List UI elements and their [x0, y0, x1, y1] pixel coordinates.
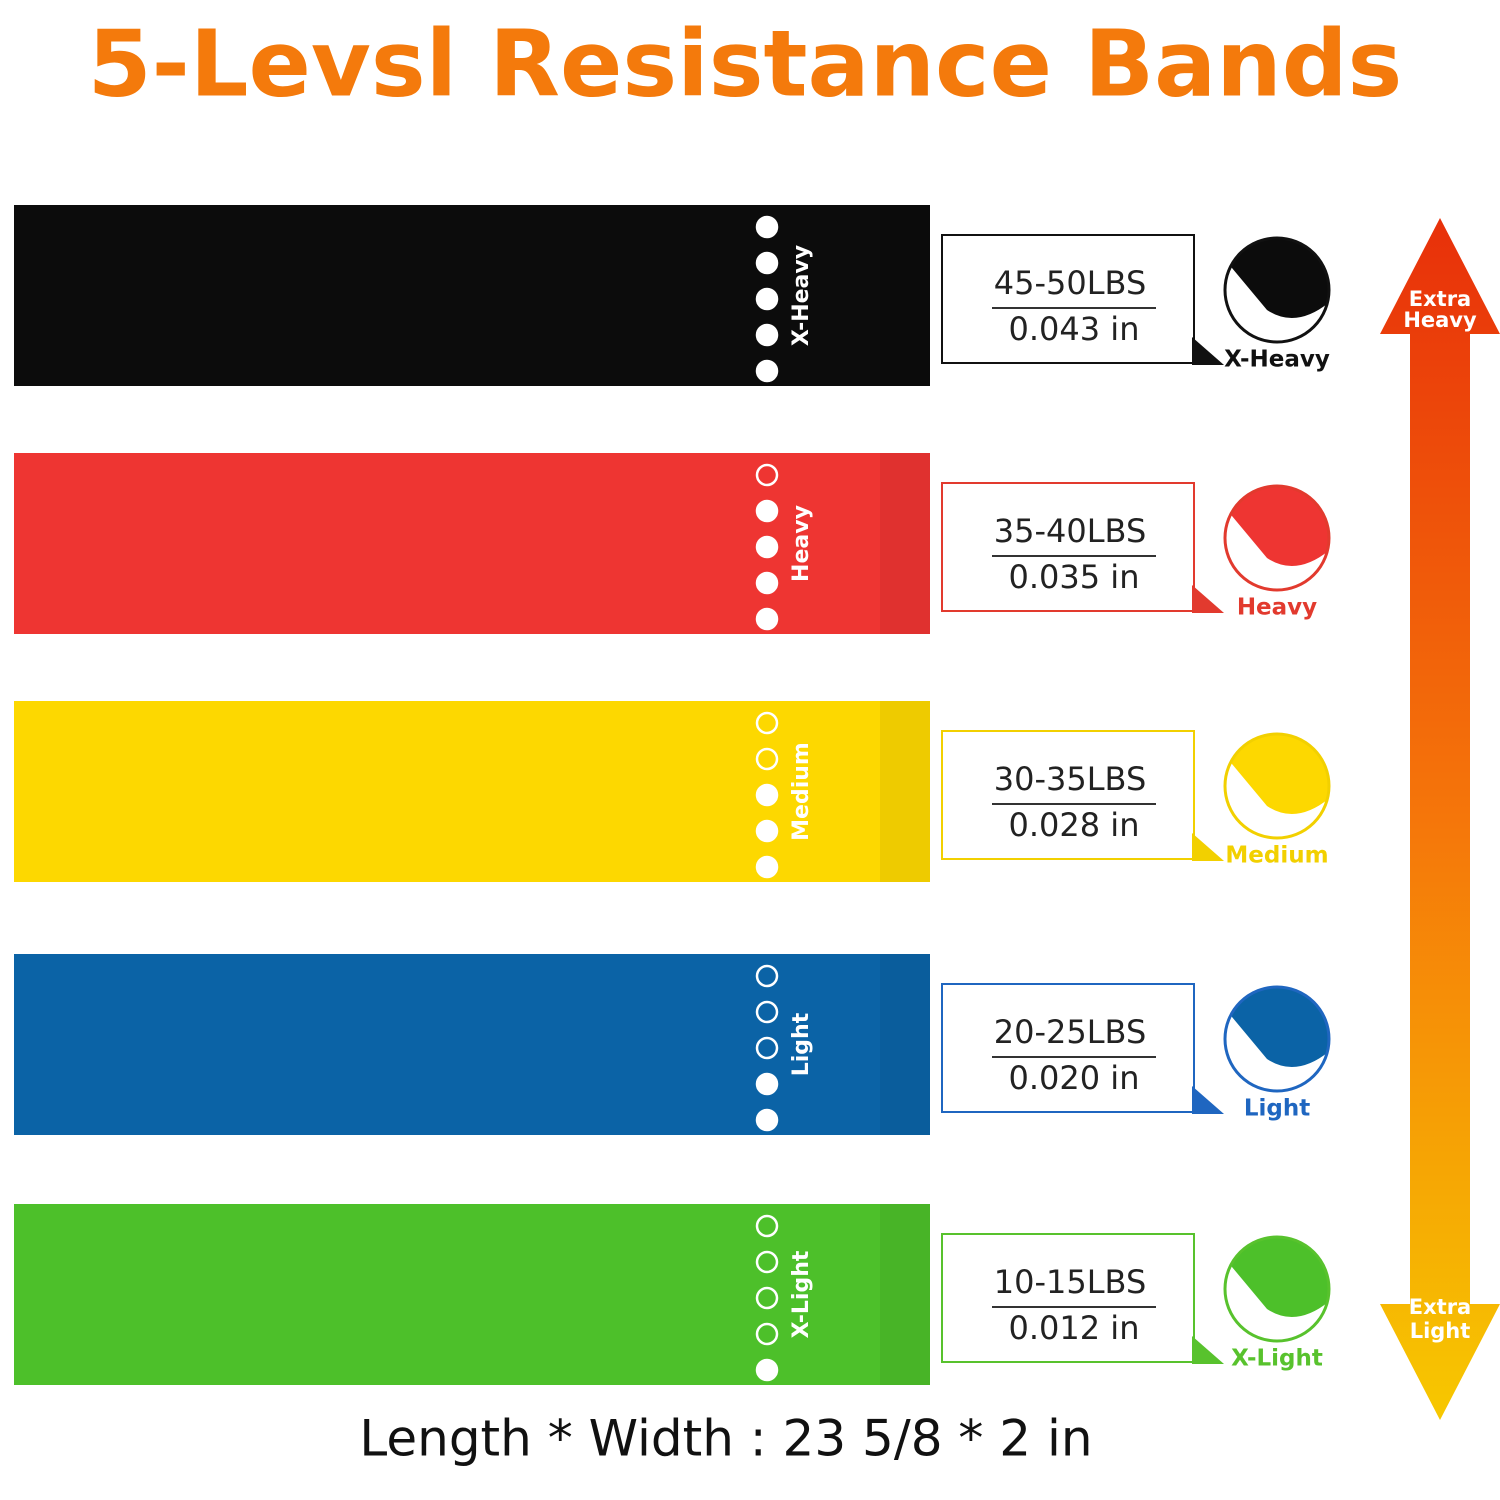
band-shade	[880, 954, 930, 1135]
level-dot	[755, 1036, 779, 1060]
info-box	[941, 234, 1195, 364]
tag-label: Light	[1244, 1096, 1310, 1122]
box-corner	[1192, 585, 1224, 613]
info-box	[941, 983, 1195, 1113]
level-dot	[755, 215, 779, 239]
arrow-top-label: Extra Heavy	[1403, 287, 1477, 332]
band-label: Heavy	[789, 505, 814, 582]
band-shade	[880, 453, 930, 634]
level-dot	[755, 323, 779, 347]
level-dot	[755, 1108, 779, 1132]
thickness: 0.028 in	[1009, 806, 1140, 844]
info-box	[941, 730, 1195, 860]
thickness: 0.043 in	[1009, 310, 1140, 348]
level-dot	[755, 964, 779, 988]
band-row: Medium 30-35LBS 0.028 in Medium	[14, 701, 1331, 882]
band-shade	[880, 205, 930, 386]
band-label: Light	[789, 1012, 814, 1076]
weight: 45-50LBS	[994, 264, 1147, 302]
tag-label: Heavy	[1237, 595, 1317, 621]
icon-band	[1225, 987, 1329, 1067]
icon-ring	[1223, 732, 1331, 840]
band-shade	[880, 701, 930, 882]
band-row: Heavy 35-40LBS 0.035 in Heavy	[14, 453, 1331, 634]
icon-band	[1225, 734, 1329, 814]
level-dot	[755, 855, 779, 879]
thickness: 0.020 in	[1009, 1059, 1140, 1097]
weight: 10-15LBS	[994, 1263, 1147, 1301]
level-dot	[755, 499, 779, 523]
arrow-bottom-label: Extra Light	[1409, 1295, 1471, 1343]
thickness: 0.012 in	[1009, 1309, 1140, 1347]
level-dot	[755, 819, 779, 843]
box-corner	[1192, 1086, 1224, 1114]
weight: 30-35LBS	[994, 760, 1147, 798]
level-dot	[755, 1286, 779, 1310]
icon-band	[1225, 486, 1329, 566]
level-dot	[755, 571, 779, 595]
band-label: X-Light	[789, 1250, 814, 1338]
band-label: X-Heavy	[789, 245, 814, 346]
info-box	[941, 482, 1195, 612]
band-row: Light 20-25LBS 0.020 in Light	[14, 954, 1331, 1135]
weight: 20-25LBS	[994, 1013, 1147, 1051]
box-corner	[1192, 337, 1224, 365]
level-dot	[755, 747, 779, 771]
tag-label: X-Heavy	[1224, 347, 1330, 373]
level-dot	[755, 535, 779, 559]
band-row: X-Light 10-15LBS 0.012 in X-Light	[14, 1204, 1331, 1385]
icon-ring	[1223, 484, 1331, 592]
level-dot	[755, 1214, 779, 1238]
thickness: 0.035 in	[1009, 558, 1140, 596]
band-shade	[880, 1204, 930, 1385]
level-dot	[755, 463, 779, 487]
scale-arrow	[1380, 218, 1500, 1420]
title: 5-Levsl Resistance Bands	[88, 10, 1403, 117]
band-label: Medium	[789, 742, 814, 841]
box-corner	[1192, 833, 1224, 861]
icon-band	[1225, 1237, 1329, 1317]
bands: X-Heavy 45-50LBS 0.043 in X-Heavy Heavy 35-40…	[14, 205, 1331, 1385]
icon-ring	[1223, 985, 1331, 1093]
level-dot	[755, 711, 779, 735]
tag-label: Medium	[1225, 843, 1328, 869]
info-box	[941, 1233, 1195, 1363]
level-dot	[755, 1322, 779, 1346]
level-dot	[755, 1072, 779, 1096]
icon-ring	[1223, 1235, 1331, 1343]
level-dot	[755, 1358, 779, 1382]
level-dot	[755, 1000, 779, 1024]
icon-band	[1225, 238, 1329, 318]
level-dot	[755, 359, 779, 383]
level-dot	[755, 251, 779, 275]
icon-ring	[1223, 236, 1331, 344]
level-dot	[755, 1250, 779, 1274]
level-dot	[755, 607, 779, 631]
level-dot	[755, 783, 779, 807]
band-row: X-Heavy 45-50LBS 0.043 in X-Heavy	[14, 205, 1331, 386]
box-corner	[1192, 1336, 1224, 1364]
level-dot	[755, 287, 779, 311]
dimensions: Length * Width : 23 5/8 * 2 in	[359, 1410, 1092, 1468]
weight: 35-40LBS	[994, 512, 1147, 550]
tag-label: X-Light	[1231, 1346, 1323, 1372]
